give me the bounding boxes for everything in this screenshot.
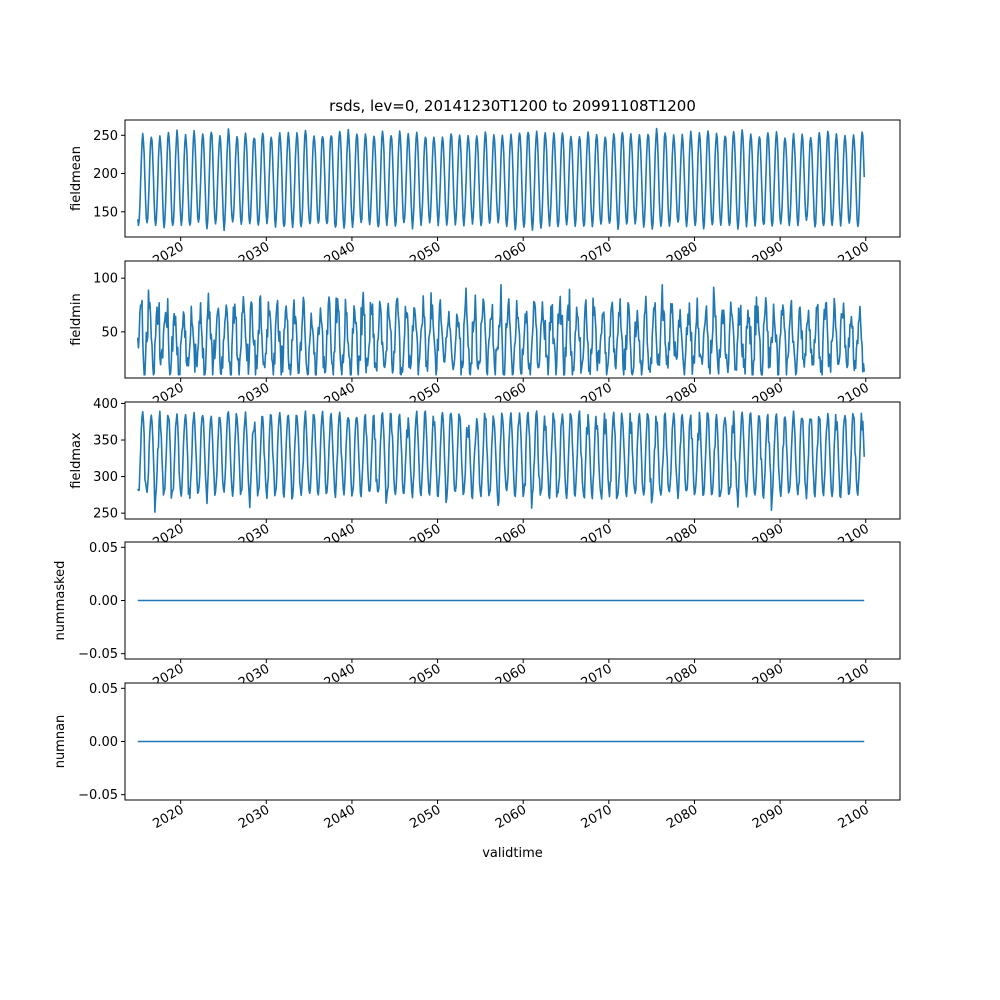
x-tick-label: 2060 [493,802,529,832]
x-tick-label: 2080 [664,802,700,832]
x-tick-label: 2100 [836,802,872,832]
x-tick-label: 2070 [579,802,615,832]
y-tick-label: −0.05 [78,788,118,803]
y-axis-label: numnan [53,715,68,769]
axes-frame [124,260,901,379]
x-tick-label: 2040 [322,802,358,832]
axes-frame [124,401,901,520]
panels: 150 200 250 fieldmean 2020 2030 2040 2050 2060 20… [53,119,901,832]
x-tick-label: 2030 [236,802,272,832]
y-tick-label: 200 [93,167,118,182]
y-tick-label: 300 [93,470,118,485]
y-tick-label: 250 [93,129,118,144]
panel-numnan: −0.05 0.00 0.05 numnan 2020 2030 2040 2050 2060 2… [53,682,901,832]
y-axis-label: fieldmax [69,432,84,489]
y-axis-label: fieldmean [69,146,84,211]
series-line-fieldmean [136,127,866,232]
x-tick-label: 2050 [407,802,443,832]
y-tick-label: 100 [93,272,118,287]
y-tick-label: 0.05 [89,682,118,697]
y-tick-label: −0.05 [78,647,118,662]
series-line-fieldmax [137,410,866,513]
y-tick-label: 0.05 [89,541,118,556]
y-tick-label: 0.00 [89,735,118,750]
y-tick-label: 150 [93,205,118,220]
x-tick-label: 2020 [151,802,187,832]
y-tick-label: 0.00 [89,594,118,609]
series-line-fieldmin [136,283,866,376]
y-axis-label: fieldmin [69,293,84,346]
x-axis-label: validtime [482,846,543,861]
y-tick-label: 50 [101,325,118,340]
y-tick-label: 400 [93,397,118,412]
x-tick-label: 2090 [750,802,786,832]
y-axis-label: nummasked [53,561,68,641]
chart-title: rsds, lev=0, 20141230T1200 to 20991108T1… [329,97,696,115]
y-tick-label: 350 [93,434,118,449]
y-tick-label: 250 [93,507,118,522]
axes-frame [124,119,901,238]
